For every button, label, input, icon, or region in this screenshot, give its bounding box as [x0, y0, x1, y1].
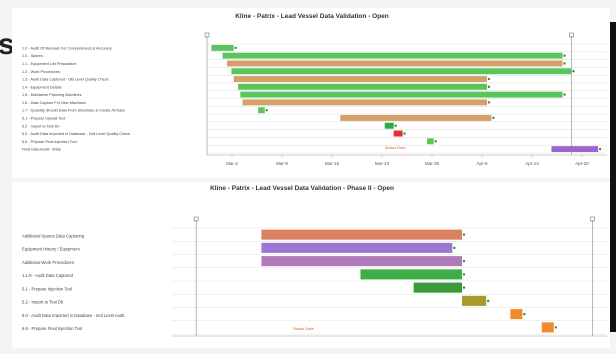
gantt-panel-2: Kline - Patrix - Lead Vessel Data Valida… — [12, 182, 610, 348]
gantt-panel-1: Kline - Patrix - Lead Vessel Data Valida… — [12, 8, 610, 178]
task-label: 6.6 - Prepare Final Injection Tool — [22, 140, 77, 144]
task-bar — [211, 44, 234, 51]
status-date-label: Status Date — [385, 145, 407, 150]
task-end-marker — [487, 77, 491, 81]
task-end-marker — [563, 54, 566, 57]
task-bar — [360, 269, 462, 280]
task-bar — [231, 68, 572, 75]
task-label: Additional Work Procedures — [22, 260, 74, 265]
milestone-marker — [193, 216, 199, 222]
task-label: 6.6 - Prepare Final Injection Tool — [22, 326, 82, 331]
task-label: 1.7 - Quantity Should Data From Stocktak… — [22, 109, 125, 113]
task-label: 5.1 - Prepare Injection Tool — [22, 286, 72, 291]
task-bar — [222, 52, 563, 59]
x-tick-label: Apr-13 — [525, 161, 539, 166]
task-end-marker — [563, 62, 566, 65]
task-bar — [462, 295, 487, 306]
task-end-marker — [487, 101, 491, 104]
task-end-marker — [462, 286, 466, 289]
task-end-marker — [462, 259, 466, 263]
task-label: 1.6 - Data Capture For New Machines — [22, 101, 86, 105]
x-tick-label: Mar-16 — [325, 161, 340, 166]
task-label: Additional Spares Data Capturing — [22, 233, 85, 238]
task-label: 1.5 - Maintainer Planning Machines — [22, 93, 82, 97]
gantt-chart-1: Kline - Patrix - Lead Vessel Data Valida… — [22, 13, 607, 166]
task-end-marker — [598, 147, 602, 151]
milestone-marker — [569, 32, 574, 38]
task-label: 1.3 - Audit Data Captured - OB Level Qua… — [22, 78, 109, 82]
task-bar — [238, 83, 487, 90]
task-end-marker — [403, 132, 406, 135]
task-end-marker — [265, 108, 268, 112]
task-label: Equipment History / Equipment — [22, 247, 81, 252]
chart-title: Kline - Patrix - Lead Vessel Data Valida… — [210, 185, 394, 192]
milestone-marker — [590, 216, 595, 222]
task-end-marker — [462, 273, 466, 276]
x-tick-label: Mar-2 — [226, 161, 238, 166]
window-edge — [610, 22, 616, 332]
task-label: 5.1 - Prepare Upload Tool — [22, 117, 65, 121]
task-bar — [261, 256, 462, 267]
task-label: Final Data Audit - Wide — [22, 148, 61, 152]
task-label: 6.0 - Audit Data Imported in Database - … — [22, 132, 130, 136]
task-end-marker — [492, 116, 495, 120]
task-end-marker — [453, 246, 456, 250]
task-bar — [258, 107, 265, 114]
task-label: 1.0 - Spares — [22, 54, 43, 58]
task-label: 1.0 - Audit Of Manuals For Completeness … — [22, 46, 112, 50]
task-bar — [393, 130, 403, 137]
x-tick-label: Mar-30 — [425, 161, 440, 166]
task-end-marker — [234, 46, 237, 50]
task-label: 5.2 - Import to Test Db — [22, 300, 64, 305]
status-date-label: Status Date — [293, 326, 315, 331]
task-end-marker — [554, 326, 558, 329]
task-bar — [242, 99, 487, 106]
task-bar — [551, 146, 599, 153]
x-tick-label: Apr-20 — [575, 161, 589, 166]
milestone-marker — [204, 32, 210, 38]
cropped-edge-letter: s — [0, 28, 15, 61]
task-label: 1.2 - Work Procedures — [22, 70, 60, 74]
task-bar — [427, 138, 434, 145]
task-bar — [240, 91, 563, 98]
task-end-marker — [462, 233, 466, 236]
task-bar — [261, 229, 462, 240]
task-bar — [233, 76, 487, 82]
x-tick-label: Apr-6 — [476, 161, 488, 166]
task-bar — [340, 115, 492, 121]
task-bar — [227, 60, 563, 67]
task-end-marker — [486, 299, 490, 303]
task-end-marker — [434, 140, 437, 143]
chart-title: Kline - Patrix - Lead Vessel Data Valida… — [235, 13, 389, 20]
gantt-chart-2: Kline - Patrix - Lead Vessel Data Valida… — [22, 185, 607, 337]
task-label: 1.1 - Equipment List Preparation — [22, 62, 76, 66]
x-tick-label: Mar-23 — [375, 161, 390, 166]
task-end-marker — [523, 312, 526, 316]
task-label: 5.2 - Import to Test Db — [22, 124, 60, 128]
task-label: 6.0 - Audit Data Imported in Database - … — [22, 313, 125, 318]
task-bar — [261, 242, 453, 253]
task-end-marker — [572, 70, 575, 73]
task-label: 1.1-8 - Audit Data Captured — [22, 273, 74, 278]
task-bar — [384, 122, 394, 129]
task-bar — [413, 282, 462, 293]
task-bar — [541, 322, 554, 333]
task-bar — [510, 309, 523, 320]
task-end-marker — [563, 93, 566, 96]
x-tick-label: Mar-9 — [276, 161, 288, 166]
task-end-marker — [487, 85, 491, 89]
task-label: 1.4 - Equipment Details — [22, 85, 62, 89]
task-end-marker — [394, 124, 397, 127]
